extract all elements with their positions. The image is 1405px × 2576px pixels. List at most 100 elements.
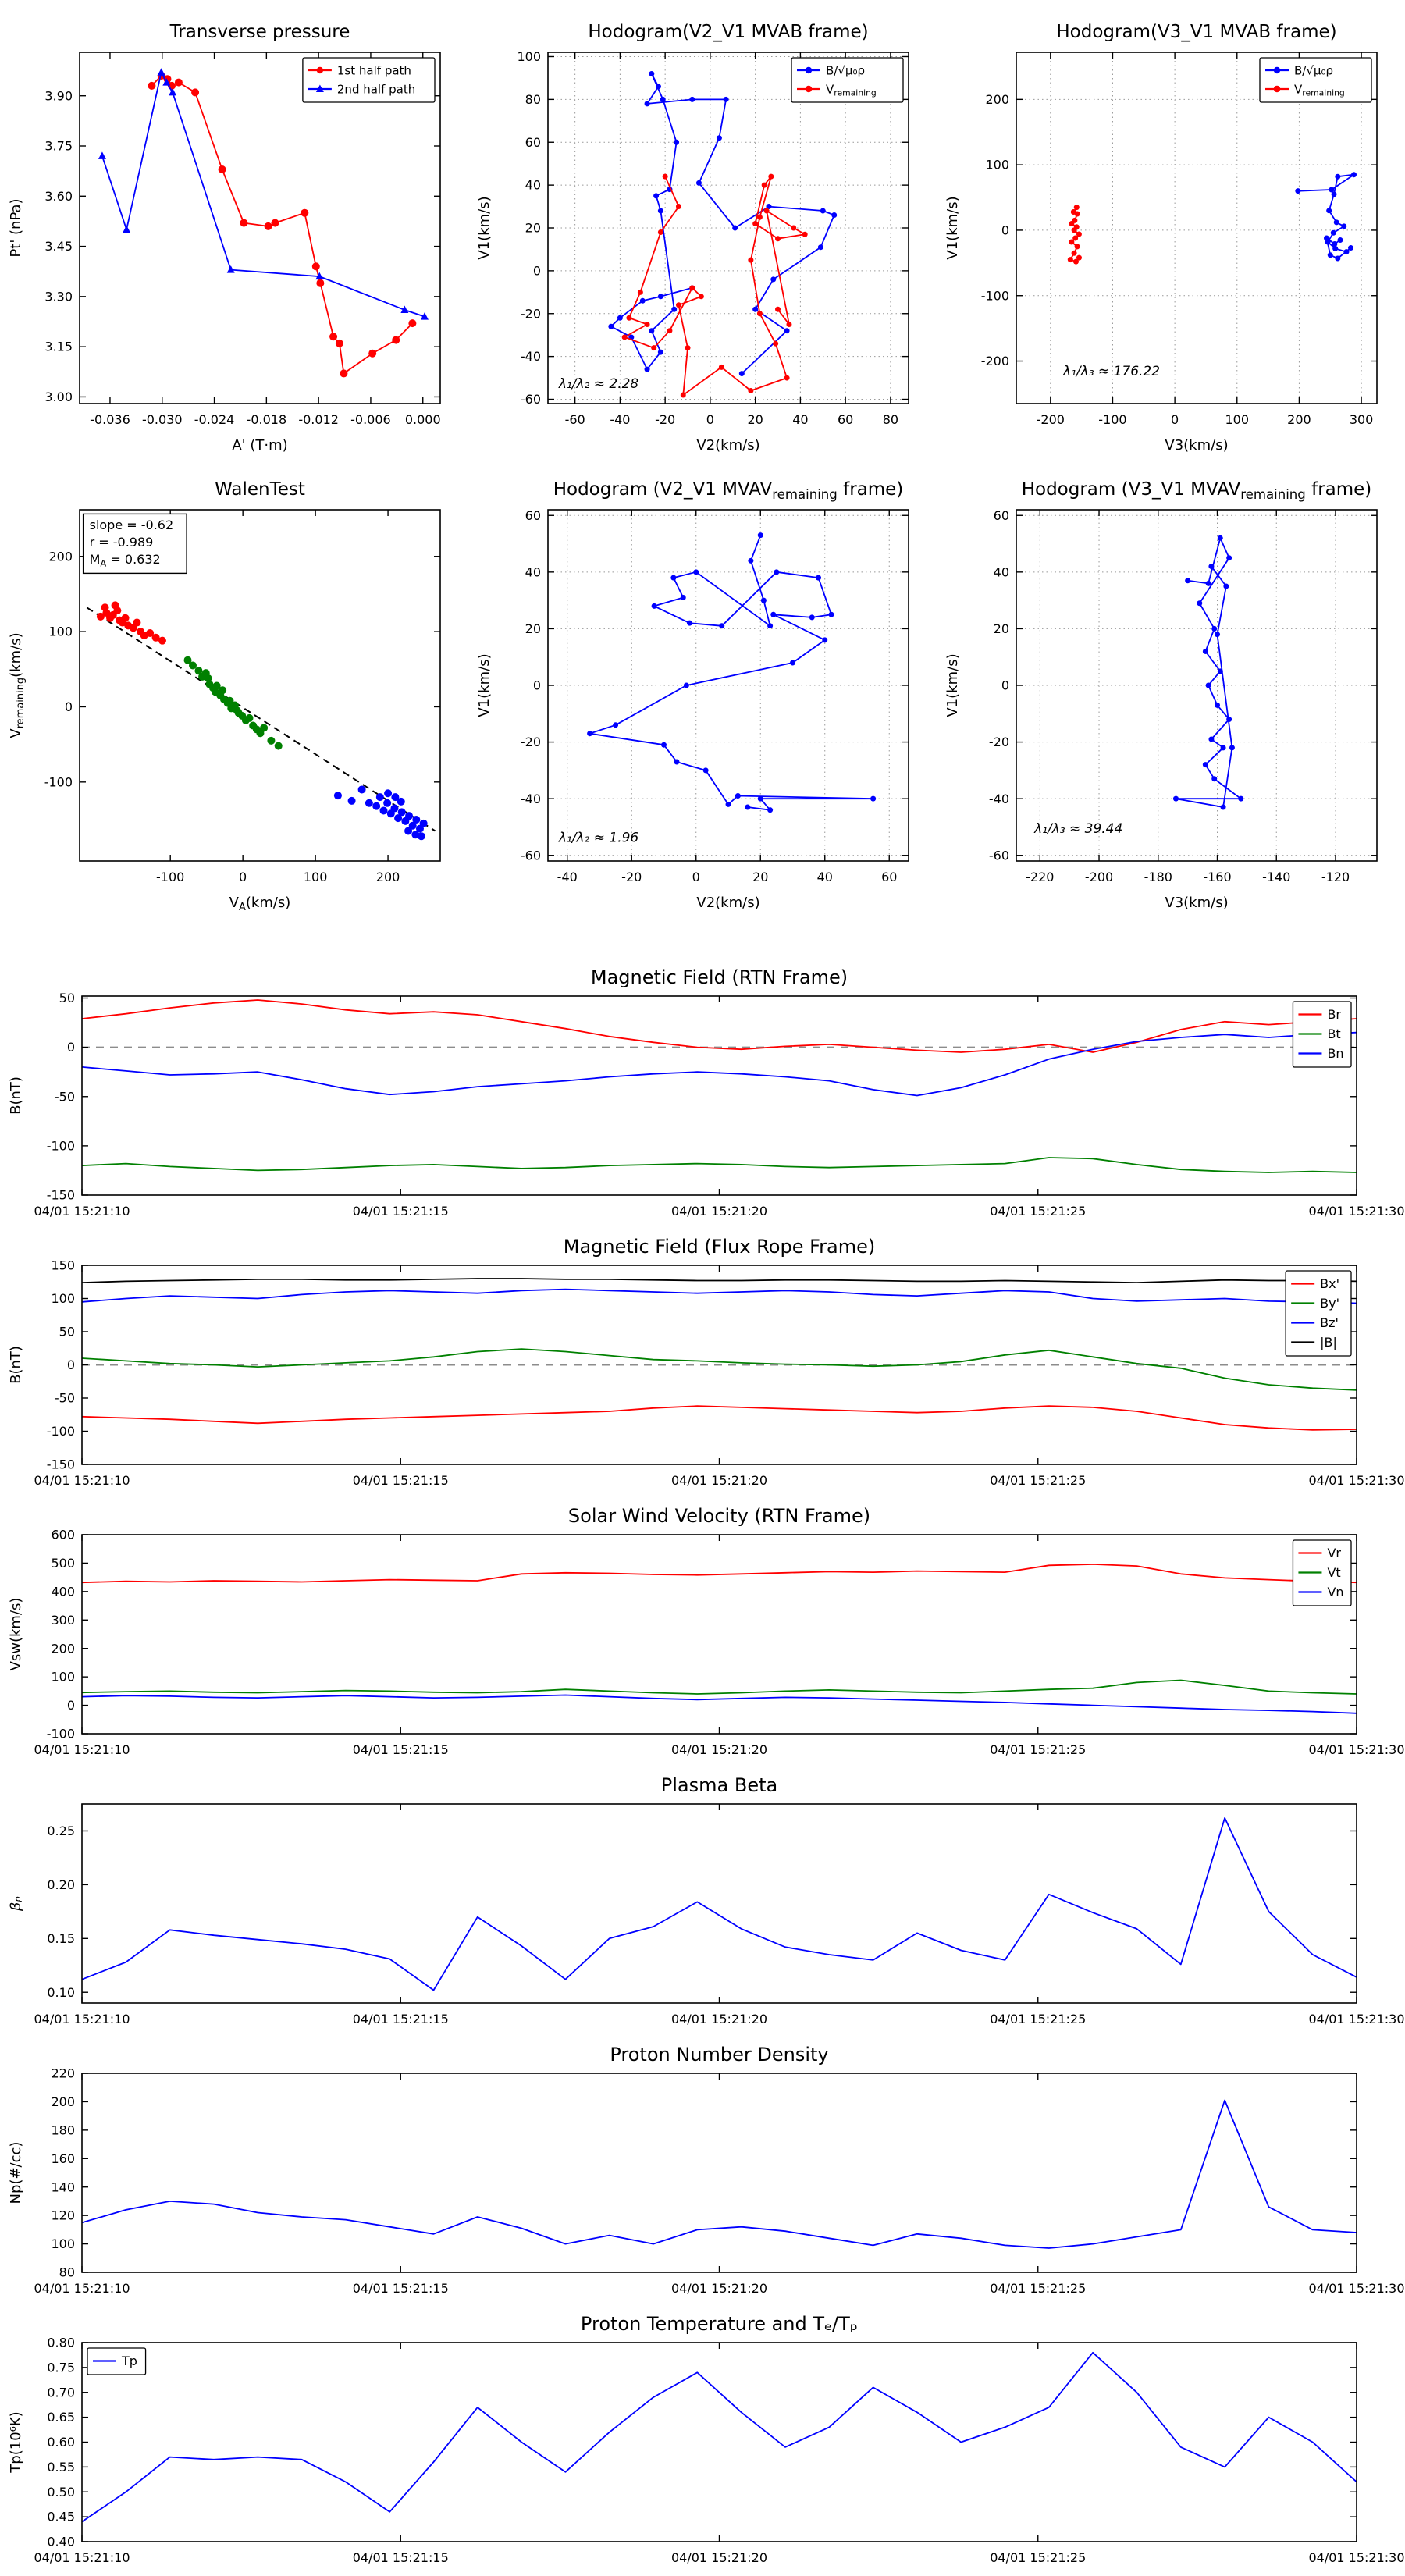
svg-text:-150: -150 <box>47 1457 75 1472</box>
svg-text:λ₁/λ₃ ≈ 39.44: λ₁/λ₃ ≈ 39.44 <box>1033 821 1122 837</box>
svg-text:200: 200 <box>985 92 1009 107</box>
svg-text:V1(km/s): V1(km/s) <box>476 196 493 259</box>
svg-text:0.10: 0.10 <box>47 1985 75 2000</box>
svg-text:Pt' (nPa): Pt' (nPa) <box>8 198 24 257</box>
svg-text:200: 200 <box>1287 412 1311 427</box>
svg-text:100: 100 <box>51 1291 75 1306</box>
svg-text:-200: -200 <box>1037 412 1065 427</box>
svg-text:Br: Br <box>1327 1007 1341 1022</box>
svg-text:-100: -100 <box>47 1727 75 1742</box>
svg-text:3.30: 3.30 <box>44 289 73 304</box>
svg-text:04/01 15:21:30: 04/01 15:21:30 <box>1308 2550 1404 2565</box>
svg-text:-100: -100 <box>1098 412 1126 427</box>
svg-text:04/01 15:21:10: 04/01 15:21:10 <box>34 1204 130 1219</box>
svg-text:B(nT): B(nT) <box>8 1076 24 1115</box>
svg-text:A' (T·m): A' (T·m) <box>232 437 287 454</box>
svg-text:0.75: 0.75 <box>47 2360 75 2375</box>
svg-text:120: 120 <box>51 2208 75 2223</box>
svg-text:-100: -100 <box>47 1424 75 1439</box>
svg-text:100: 100 <box>985 158 1009 173</box>
svg-text:-120: -120 <box>1321 870 1350 884</box>
svg-text:60: 60 <box>994 508 1009 523</box>
svg-text:0.80: 0.80 <box>47 2336 75 2350</box>
svg-text:0: 0 <box>65 699 73 714</box>
svg-text:100: 100 <box>48 624 73 639</box>
svg-text:80: 80 <box>525 92 541 107</box>
svg-text:200: 200 <box>51 1641 75 1656</box>
svg-text:Bz': Bz' <box>1320 1315 1339 1330</box>
svg-text:0: 0 <box>706 412 714 427</box>
svg-text:200: 200 <box>51 2094 75 2109</box>
svg-text:-150: -150 <box>47 1188 75 1203</box>
svg-text:slope = -0.62: slope = -0.62 <box>90 518 174 532</box>
svg-text:B/√μ₀ρ: B/√μ₀ρ <box>826 63 865 77</box>
svg-text:-100: -100 <box>44 774 73 789</box>
svg-text:Tp(10⁶K): Tp(10⁶K) <box>8 2411 24 2473</box>
svg-text:100: 100 <box>1225 412 1250 427</box>
svg-text:3.60: 3.60 <box>44 189 73 204</box>
svg-text:04/01 15:21:30: 04/01 15:21:30 <box>1308 1742 1404 1757</box>
svg-text:0.45: 0.45 <box>47 2510 75 2524</box>
svg-text:Hodogram(V3_V1 MVAB frame): Hodogram(V3_V1 MVAB frame) <box>1056 22 1336 42</box>
svg-text:0: 0 <box>1001 678 1009 693</box>
svg-text:40: 40 <box>525 564 541 579</box>
svg-text:0.65: 0.65 <box>47 2410 75 2425</box>
svg-text:04/01 15:21:25: 04/01 15:21:25 <box>990 2550 1086 2565</box>
svg-text:-40: -40 <box>610 412 630 427</box>
svg-text:20: 20 <box>752 870 768 884</box>
svg-text:04/01 15:21:30: 04/01 15:21:30 <box>1308 1473 1404 1488</box>
transverse-pressure-chart: -0.036 -0.030 -0.024 -0.018 -0.012 -0.006 0.00… <box>8 22 441 454</box>
svg-text:V2(km/s): V2(km/s) <box>696 437 759 454</box>
svg-text:-0.012: -0.012 <box>298 412 339 427</box>
svg-text:60: 60 <box>525 508 541 523</box>
svg-text:Plasma Beta: Plasma Beta <box>661 1774 777 1796</box>
svg-text:40: 40 <box>994 564 1009 579</box>
svg-text:0: 0 <box>533 263 541 278</box>
svg-text:Bx': Bx' <box>1320 1276 1339 1291</box>
svg-text:40: 40 <box>792 412 808 427</box>
svg-text:60: 60 <box>838 412 853 427</box>
svg-text:0: 0 <box>692 870 700 884</box>
svg-text:Vremaining: Vremaining <box>1294 82 1345 98</box>
svg-text:B(nT): B(nT) <box>8 1346 24 1384</box>
svg-text:Vremaining(km/s): Vremaining(km/s) <box>8 632 27 738</box>
svg-text:0: 0 <box>1171 412 1179 427</box>
svg-text:r = -0.989: r = -0.989 <box>90 535 154 550</box>
svg-text:-40: -40 <box>989 792 1009 806</box>
hodogram-v2v1-mvab-chart: -60 -40 -20 0 20 40 60 80 -60 -40 -20 0 20 40 60 80 100 H… <box>476 22 909 454</box>
svg-text:04/01 15:21:10: 04/01 15:21:10 <box>34 2281 130 2296</box>
svg-text:3.90: 3.90 <box>44 88 73 103</box>
svg-text:MA = 0.632: MA = 0.632 <box>90 552 161 569</box>
svg-text:Transverse pressure: Transverse pressure <box>169 22 350 42</box>
svg-text:160: 160 <box>51 2151 75 2166</box>
svg-text:-60: -60 <box>521 848 541 863</box>
svg-text:200: 200 <box>376 870 400 884</box>
svg-text:-60: -60 <box>521 392 541 407</box>
svg-text:1st half path: 1st half path <box>337 63 411 77</box>
svg-text:-0.006: -0.006 <box>350 412 391 427</box>
svg-text:-40: -40 <box>521 349 541 364</box>
svg-text:-20: -20 <box>621 870 642 884</box>
hodogram-v3v1-mvav-chart: -220 -200 -180 -160 -140 -120-60-40-200204060… <box>944 479 1378 911</box>
svg-text:20: 20 <box>525 221 541 236</box>
svg-text:300: 300 <box>51 1613 75 1628</box>
svg-text:100: 100 <box>51 2236 75 2251</box>
plasma-beta-chart: 04/01 15:21:10 04/01 15:21:15 04/01 15:21:… <box>8 1774 1405 2026</box>
magnetic-field-flux-rope-chart: 04/01 15:21:10 04/01 15:21:15 04/01 15:21:… <box>8 1236 1405 1488</box>
svg-text:0: 0 <box>239 870 247 884</box>
svg-text:0.40: 0.40 <box>47 2535 75 2549</box>
svg-text:180: 180 <box>51 2122 75 2137</box>
svg-text:-40: -40 <box>557 870 578 884</box>
svg-text:Vt: Vt <box>1327 1565 1340 1580</box>
svg-text:3.75: 3.75 <box>44 139 73 154</box>
svg-text:04/01 15:21:15: 04/01 15:21:15 <box>353 1742 449 1757</box>
svg-text:Bt: Bt <box>1327 1026 1340 1041</box>
svg-text:04/01 15:21:25: 04/01 15:21:25 <box>990 1742 1086 1757</box>
svg-text:Hodogram (V2_V1 MVAVremaining: Hodogram (V2_V1 MVAVremaining frame) <box>553 479 904 502</box>
svg-text:04/01 15:21:25: 04/01 15:21:25 <box>990 2281 1086 2296</box>
svg-text:0.15: 0.15 <box>47 1931 75 1946</box>
svg-text:-20: -20 <box>989 735 1009 749</box>
svg-text:0.50: 0.50 <box>47 2485 75 2500</box>
svg-text:04/01 15:21:15: 04/01 15:21:15 <box>353 1473 449 1488</box>
svg-text:-20: -20 <box>655 412 675 427</box>
